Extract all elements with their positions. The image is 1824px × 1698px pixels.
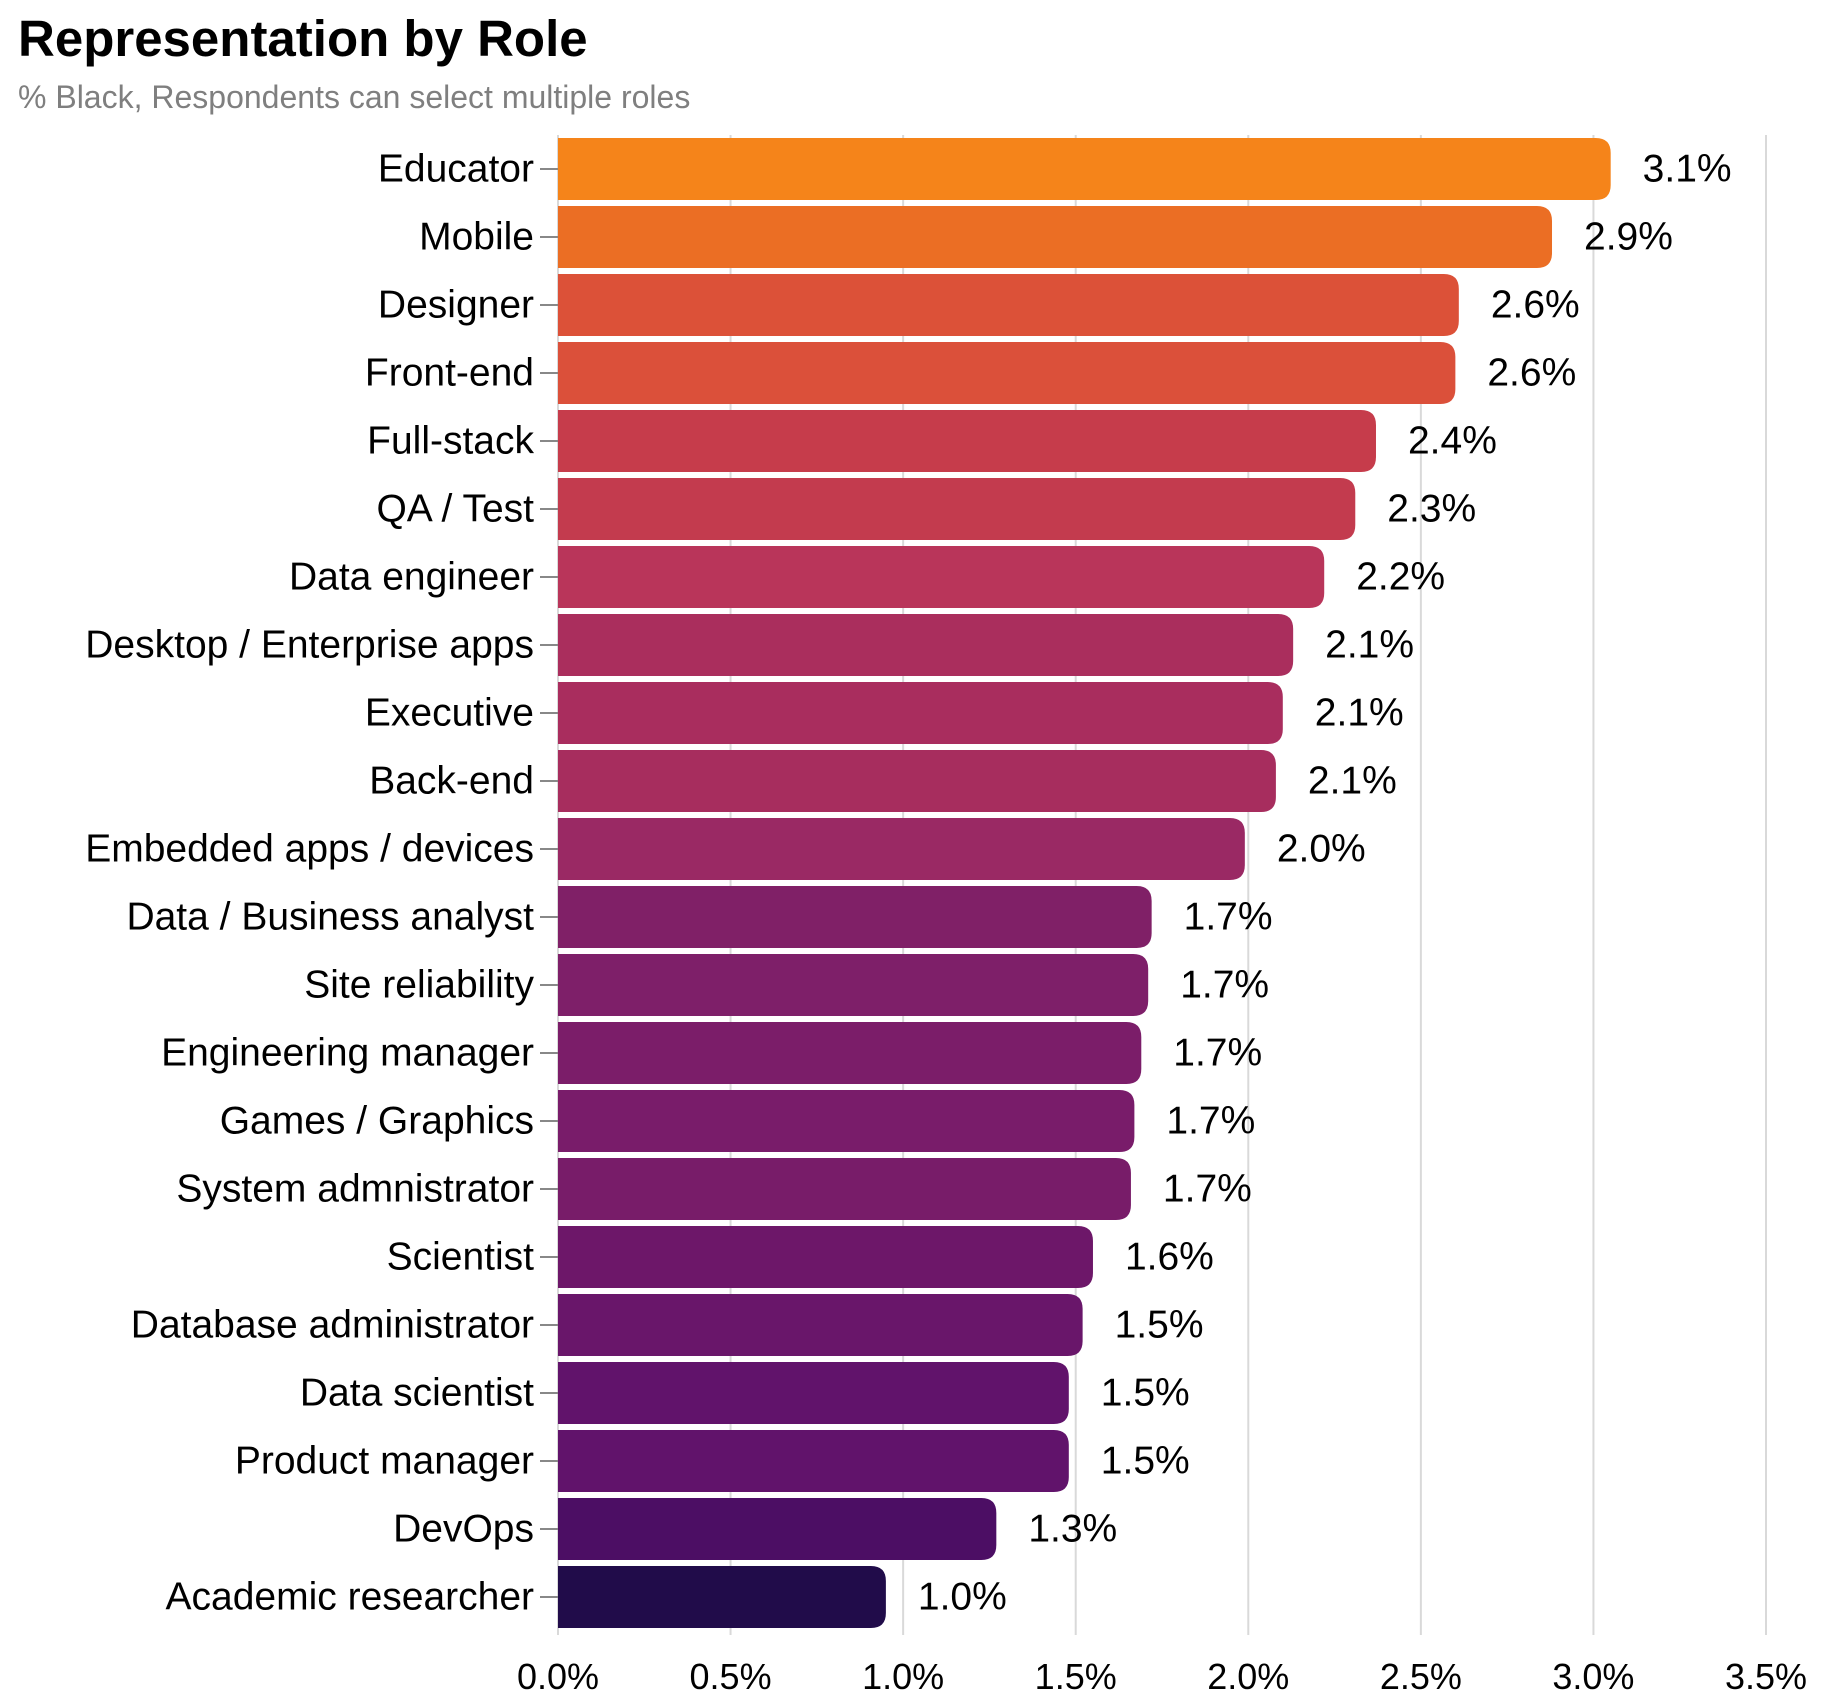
bars — [558, 138, 1611, 1628]
category-label: Scientist — [387, 1236, 535, 1279]
bar — [558, 274, 1459, 336]
value-label: 1.5% — [1101, 1372, 1190, 1415]
value-label: 1.6% — [1125, 1236, 1214, 1279]
bar — [558, 750, 1276, 812]
value-label: 2.2% — [1356, 556, 1445, 599]
value-label: 1.3% — [1028, 1508, 1117, 1551]
category-label: Data engineer — [289, 556, 534, 599]
x-tick-label: 2.0% — [1207, 1656, 1289, 1697]
category-label: Engineering manager — [161, 1032, 534, 1075]
bar — [558, 1022, 1141, 1084]
value-label: 2.3% — [1387, 488, 1476, 531]
category-label: Back-end — [369, 760, 534, 803]
value-label: 2.1% — [1308, 760, 1397, 803]
value-label: 1.7% — [1180, 964, 1269, 1007]
value-label: 1.7% — [1166, 1100, 1255, 1143]
category-label: Embedded apps / devices — [85, 828, 534, 871]
x-tick-label: 3.0% — [1552, 1656, 1634, 1697]
value-label: 1.5% — [1101, 1440, 1190, 1483]
bar — [558, 954, 1148, 1016]
category-label: Full-stack — [367, 420, 534, 463]
value-label: 2.4% — [1408, 420, 1497, 463]
category-label: Mobile — [419, 216, 534, 259]
value-label: 2.1% — [1315, 692, 1404, 735]
bar — [558, 1498, 996, 1560]
category-label: Executive — [365, 692, 534, 735]
category-label: QA / Test — [376, 488, 534, 531]
x-tick-label: 1.5% — [1035, 1656, 1117, 1697]
category-label: DevOps — [393, 1508, 534, 1551]
value-label: 2.9% — [1584, 216, 1673, 259]
bar — [558, 1566, 886, 1628]
bar — [558, 546, 1324, 608]
value-label: 1.7% — [1184, 896, 1273, 939]
x-tick-label: 3.5% — [1725, 1656, 1807, 1697]
bar — [558, 138, 1611, 200]
value-label: 3.1% — [1643, 148, 1732, 191]
category-label: Front-end — [365, 352, 534, 395]
bar — [558, 342, 1455, 404]
bar — [558, 682, 1283, 744]
x-tick-label: 2.5% — [1380, 1656, 1462, 1697]
bar — [558, 478, 1355, 540]
bar — [558, 1158, 1131, 1220]
value-label: 1.5% — [1115, 1304, 1204, 1347]
x-tick-label: 1.0% — [862, 1656, 944, 1697]
category-label: Designer — [378, 284, 534, 327]
bar — [558, 1430, 1069, 1492]
x-tick-label: 0.5% — [690, 1656, 772, 1697]
category-label: Games / Graphics — [220, 1100, 534, 1143]
bar — [558, 886, 1152, 948]
value-label: 2.0% — [1277, 828, 1366, 871]
category-label: Educator — [378, 148, 534, 191]
bar — [558, 614, 1293, 676]
category-label: Desktop / Enterprise apps — [85, 624, 534, 667]
bar — [558, 818, 1245, 880]
value-label: 1.0% — [918, 1576, 1007, 1619]
category-label: Data / Business analyst — [126, 896, 534, 939]
bar — [558, 1294, 1083, 1356]
value-label: 1.7% — [1163, 1168, 1252, 1211]
category-label: Product manager — [235, 1440, 534, 1483]
value-label: 2.6% — [1487, 352, 1576, 395]
bar — [558, 1226, 1093, 1288]
value-label: 2.6% — [1491, 284, 1580, 327]
bar — [558, 410, 1376, 472]
bar — [558, 1090, 1134, 1152]
category-label: Academic researcher — [166, 1576, 534, 1619]
bar — [558, 1362, 1069, 1424]
category-label: Data scientist — [300, 1372, 534, 1415]
x-tick-label: 0.0% — [517, 1656, 599, 1697]
y-axis — [540, 169, 558, 1597]
value-label: 2.1% — [1325, 624, 1414, 667]
category-label: Database administrator — [131, 1304, 534, 1347]
category-label: Site reliability — [304, 964, 534, 1007]
category-label: System admnistrator — [176, 1168, 534, 1211]
value-label: 1.7% — [1173, 1032, 1262, 1075]
bar — [558, 206, 1552, 268]
